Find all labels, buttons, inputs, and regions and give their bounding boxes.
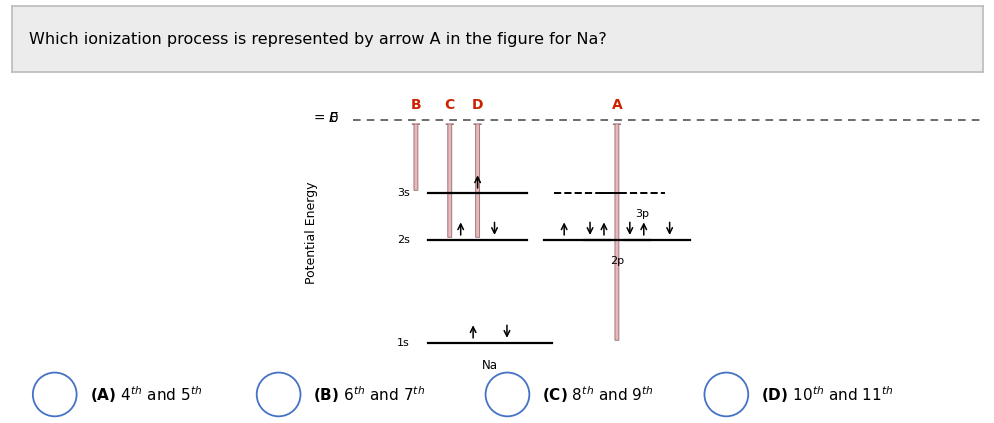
Text: A: A bbox=[611, 98, 621, 112]
Text: $\mathbf{(A)}$ 4$^{th}$ and 5$^{th}$: $\mathbf{(A)}$ 4$^{th}$ and 5$^{th}$ bbox=[89, 384, 202, 405]
Text: = 0: = 0 bbox=[291, 111, 338, 125]
Text: Na: Na bbox=[481, 359, 498, 372]
Text: 3p: 3p bbox=[634, 209, 648, 219]
Text: $\mathbf{(C)}$ 8$^{th}$ and 9$^{th}$: $\mathbf{(C)}$ 8$^{th}$ and 9$^{th}$ bbox=[542, 384, 653, 405]
Text: $\mathbf{(D)}$ 10$^{th}$ and 11$^{th}$: $\mathbf{(D)}$ 10$^{th}$ and 11$^{th}$ bbox=[760, 384, 893, 405]
Text: 1s: 1s bbox=[397, 338, 410, 348]
Text: 2p: 2p bbox=[609, 256, 623, 266]
Text: Potential Energy: Potential Energy bbox=[304, 181, 318, 284]
Text: 2s: 2s bbox=[397, 235, 410, 245]
Text: B: B bbox=[411, 98, 420, 112]
Text: $E$: $E$ bbox=[327, 111, 338, 125]
Text: C: C bbox=[444, 98, 454, 112]
Text: D: D bbox=[471, 98, 483, 112]
Text: Which ionization process is represented by arrow A in the figure for Na?: Which ionization process is represented … bbox=[30, 32, 606, 47]
Text: $\mathbf{(B)}$ 6$^{th}$ and 7$^{th}$: $\mathbf{(B)}$ 6$^{th}$ and 7$^{th}$ bbox=[313, 384, 425, 405]
Text: 3s: 3s bbox=[397, 188, 410, 198]
